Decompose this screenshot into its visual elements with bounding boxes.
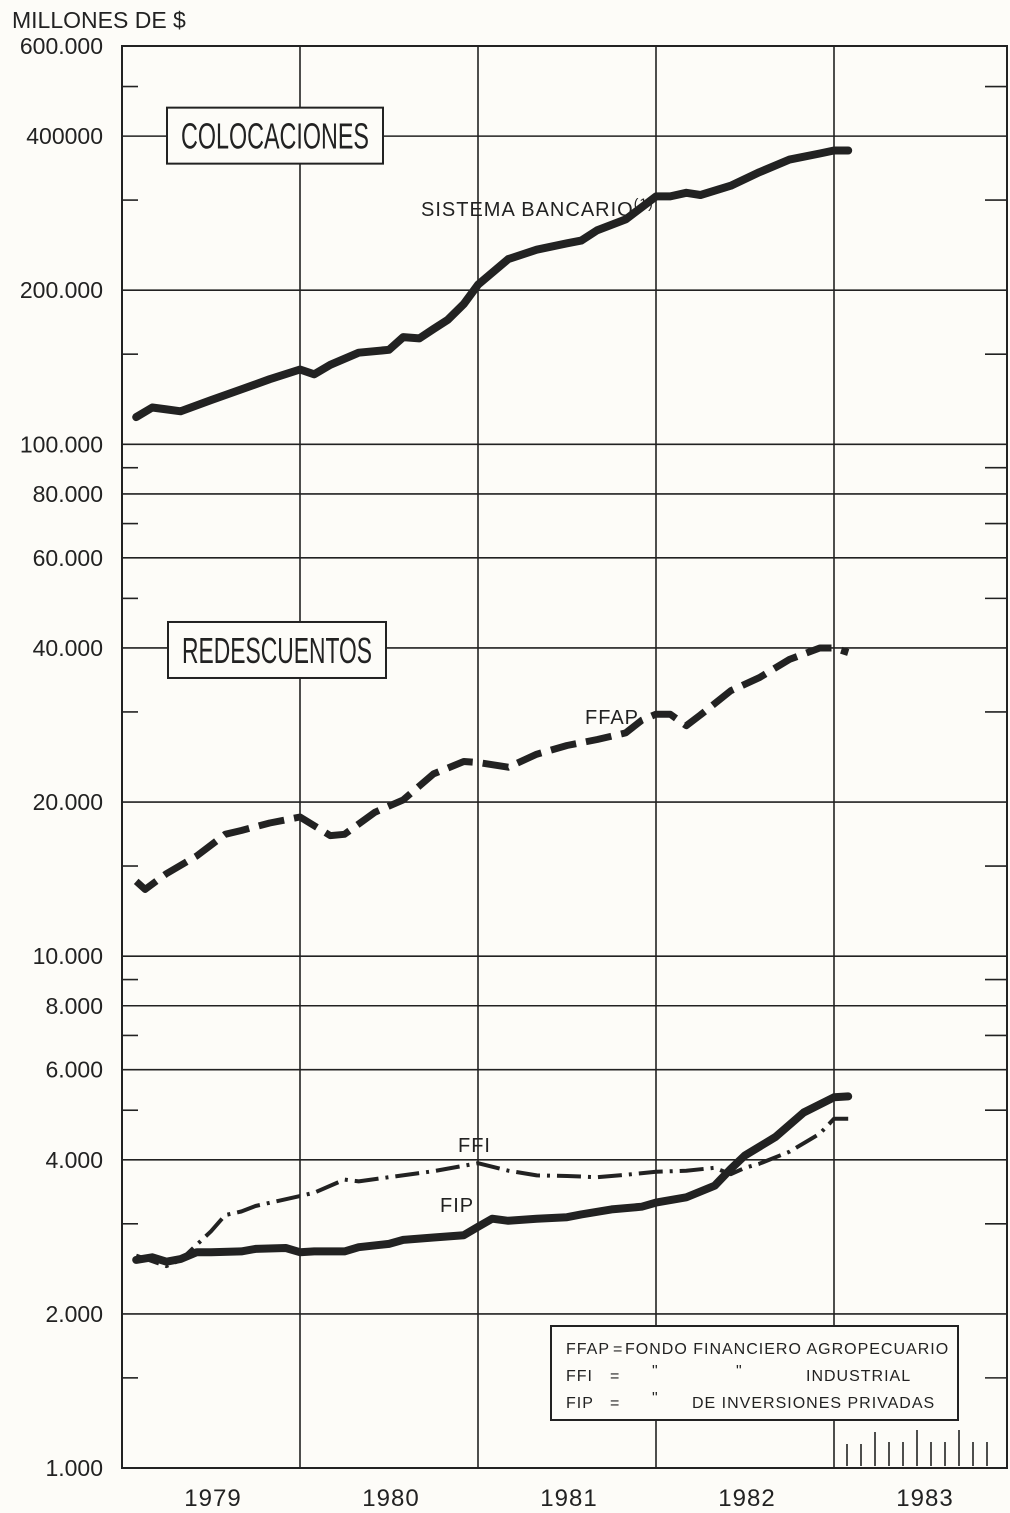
panel-colocaciones: COLOCACIONES <box>166 106 384 165</box>
panel-redescuentos-title: REDESCUENTOS <box>182 630 372 671</box>
series-line-ffi <box>135 1116 849 1269</box>
series-line-ffap <box>133 644 850 893</box>
legend-box <box>550 1325 959 1421</box>
legend-ditto-fip: " <box>652 1390 659 1407</box>
y-tick-label: 2.000 <box>45 1301 103 1327</box>
legend-eq-ffi: = <box>610 1368 620 1385</box>
y-tick-label: 100.000 <box>20 431 103 457</box>
y-tick-label: 20.000 <box>33 789 103 815</box>
panel-redescuentos-box <box>167 620 387 679</box>
plot-frame <box>121 45 1008 1469</box>
legend-abbr-ffi: FFI <box>566 1368 593 1385</box>
monthly-tick-marks <box>846 1430 988 1466</box>
series-label-sistema-bancario-sup: (1) <box>634 195 654 211</box>
legend-ditto-ffi-2: " <box>736 1363 743 1380</box>
series-label-fip: FIP <box>440 1195 474 1217</box>
series-layer <box>132 146 853 1269</box>
legend-abbr-fip: FIP <box>566 1395 594 1412</box>
legend-text-ffap: FONDO FINANCIERO AGROPECUARIO <box>625 1341 949 1358</box>
series-label-ffap: FFAP <box>585 707 639 729</box>
y-tick-label: 4.000 <box>45 1147 103 1173</box>
legend-abbr-ffap: FFAP <box>566 1341 610 1358</box>
legend-ditto-ffi-1: " <box>652 1363 659 1380</box>
series-line-sistema-bancario <box>132 146 853 422</box>
legend: FFAP = FONDO FINANCIERO AGROPECUARIO FFI… <box>550 1325 959 1421</box>
legend-text-ffi: INDUSTRIAL <box>806 1368 911 1385</box>
legend-eq-fip: = <box>610 1395 620 1412</box>
panel-colocaciones-box <box>166 106 384 165</box>
label-layer: 1.000 2.000 4.000 6.000 8.000 10.000 20.000 40.… <box>20 33 953 1512</box>
legend-eq-ffap: = <box>613 1341 623 1358</box>
y-tick-label: 600.000 <box>20 33 103 59</box>
series-label-sistema-bancario-main: SISTEMA BANCARIO <box>421 199 634 221</box>
x-tick-label: 1983 <box>896 1485 953 1512</box>
series-line-fip <box>132 1092 853 1266</box>
series-label-ffi: FFI <box>458 1135 491 1157</box>
y-tick-label: 80.000 <box>33 481 103 507</box>
y-tick-label: 200.000 <box>20 277 103 303</box>
panel-redescuentos: REDESCUENTOS <box>167 620 387 679</box>
y-unit-label: MILLONES DE $ <box>12 7 186 33</box>
series-label-sistema-bancario: SISTEMA BANCARIO(1) <box>421 195 654 221</box>
y-tick-label: 1.000 <box>45 1455 103 1481</box>
y-tick-label: 8.000 <box>45 993 103 1019</box>
x-tick-label: 1979 <box>184 1485 241 1512</box>
y-tick-label: 6.000 <box>45 1057 103 1083</box>
y-tick-label: 400000 <box>26 123 103 149</box>
y-tick-label: 40.000 <box>33 635 103 661</box>
legend-text-fip: DE INVERSIONES PRIVADAS <box>692 1395 935 1412</box>
grid-layer <box>121 45 1008 1469</box>
y-tick-label: 10.000 <box>33 943 103 969</box>
y-tick-label: 60.000 <box>33 545 103 571</box>
panel-colocaciones-title: COLOCACIONES <box>181 116 369 157</box>
x-tick-label: 1981 <box>540 1485 597 1512</box>
x-tick-label: 1982 <box>718 1485 775 1512</box>
x-tick-label: 1980 <box>362 1485 419 1512</box>
